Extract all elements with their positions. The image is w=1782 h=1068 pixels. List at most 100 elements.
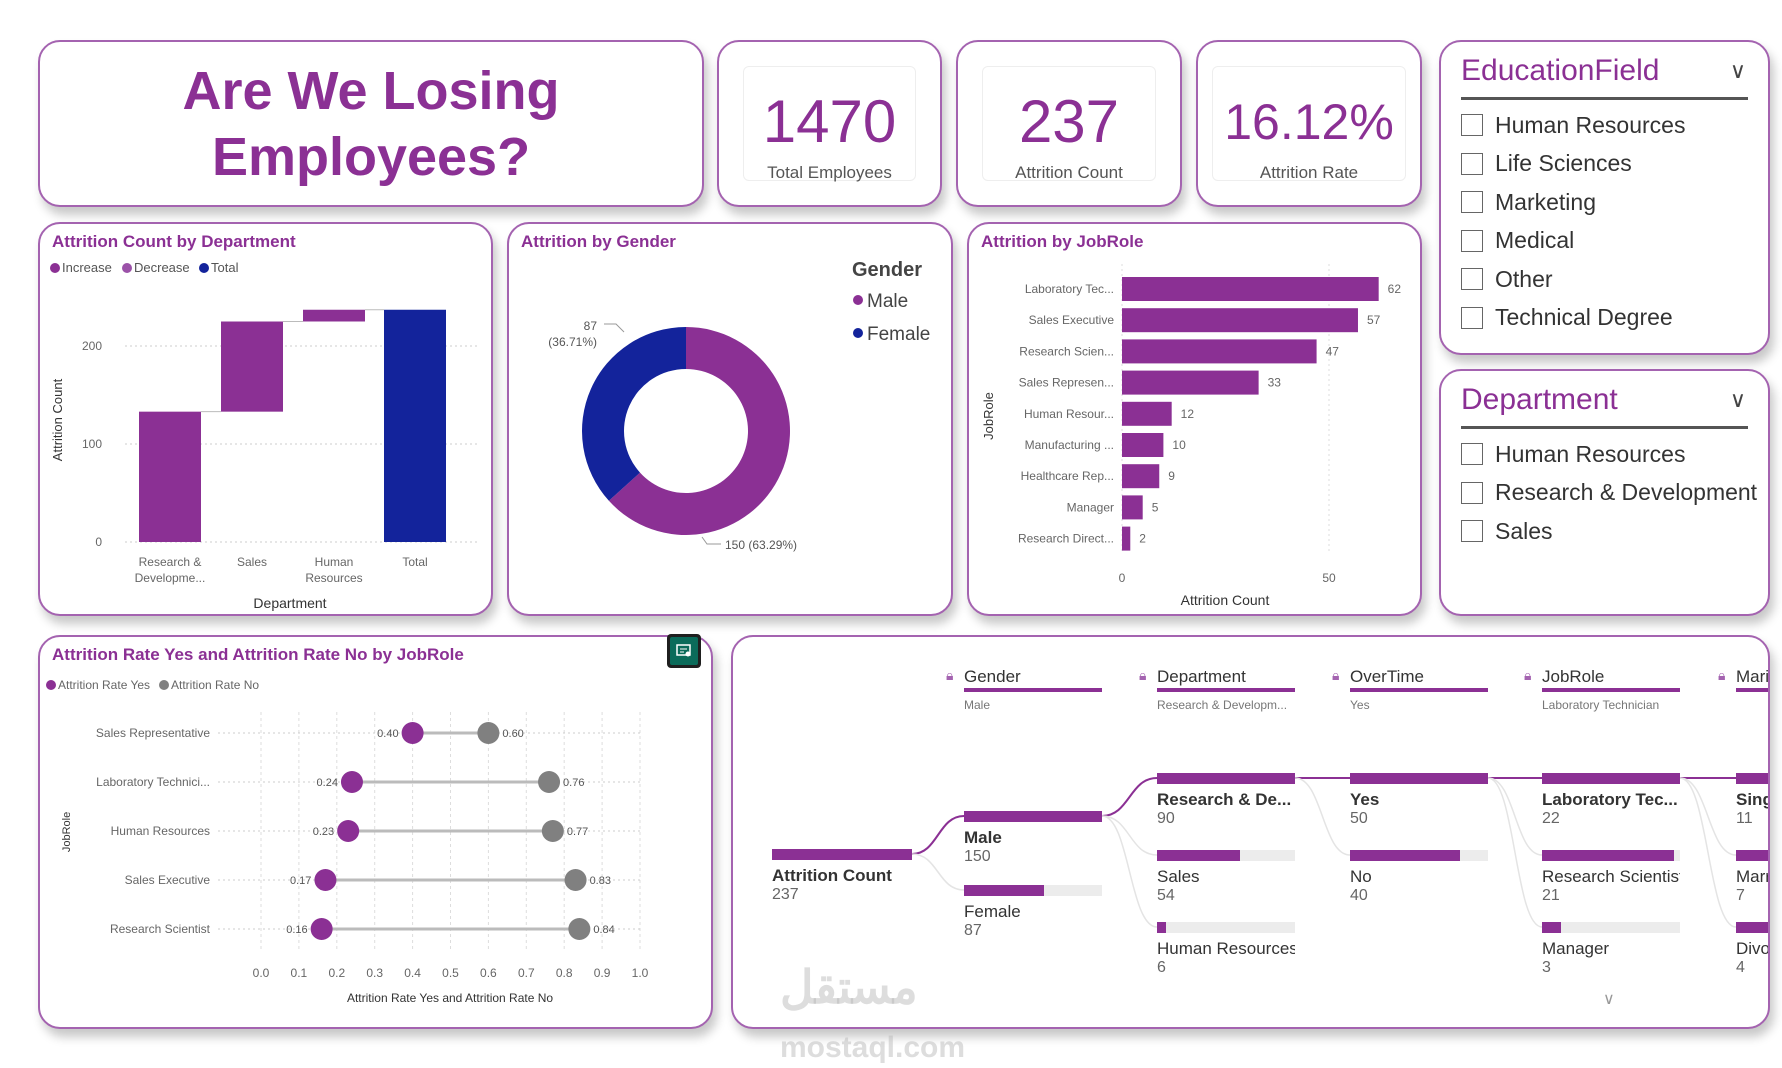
- level-header-overtime[interactable]: 🔒︎ OverTime Yes: [1332, 667, 1488, 712]
- tree-root-node[interactable]: Attrition Count 237: [772, 849, 912, 904]
- checkbox[interactable]: [1461, 481, 1483, 504]
- data-label: 33: [1268, 376, 1282, 390]
- chevron-down-icon[interactable]: ∨: [1729, 387, 1746, 412]
- node-label: Attrition Count: [772, 866, 892, 885]
- tree-connector: [1679, 777, 1737, 856]
- point-attrition-yes: [337, 820, 360, 842]
- legend-label: Increase: [62, 260, 112, 275]
- checkbox[interactable]: [1461, 268, 1483, 291]
- y-tick-label: Sales Representative: [96, 726, 210, 740]
- tree-node[interactable]: Yes 50: [1350, 773, 1488, 828]
- tree-node[interactable]: No 40: [1350, 850, 1488, 905]
- bar: [1122, 464, 1160, 489]
- data-label: 10: [1172, 438, 1186, 452]
- level-header-jobrole[interactable]: 🔒︎ JobRole Laboratory Technician: [1524, 667, 1680, 712]
- level-header-maritalstatus[interactable]: 🔒︎ MaritalStatus: [1718, 667, 1768, 698]
- data-label: 0.16: [286, 924, 307, 936]
- x-tick-label: 0.8: [556, 966, 573, 980]
- x-tick-label: 0.1: [291, 966, 308, 980]
- chevron-down-icon[interactable]: ∨: [1729, 58, 1746, 83]
- tree-node[interactable]: Single11: [1736, 773, 1768, 828]
- x-tick-label: Sales: [237, 555, 267, 569]
- tree-node[interactable]: Manager 3: [1542, 922, 1680, 977]
- page-title: Are We Losing Employees?: [182, 60, 560, 187]
- checkbox[interactable]: [1461, 306, 1483, 329]
- x-tick-label: 0.3: [366, 966, 383, 980]
- tree-connector: [1101, 815, 1158, 928]
- legend-label: Male: [867, 291, 908, 312]
- node-label: Single: [1736, 790, 1768, 809]
- y-tick-label: 100: [82, 437, 102, 451]
- y-tick-label: 0: [95, 535, 102, 549]
- checkbox[interactable]: [1461, 520, 1483, 543]
- donut-slice-male: [608, 327, 790, 535]
- level-header-label: JobRole: [1542, 667, 1680, 692]
- checkbox[interactable]: [1461, 191, 1483, 214]
- waterfall-bar: [384, 309, 446, 542]
- node-value: 237: [772, 886, 799, 903]
- slicer-item-label: Technical Degree: [1495, 304, 1673, 331]
- donut-chart: 150 (63.29%) 87 (36.71%) Gender Male Female: [548, 259, 930, 552]
- tree-node[interactable]: Human Resources 6: [1157, 922, 1295, 977]
- legend-marker: [46, 680, 56, 690]
- x-tick-label: 0.0: [253, 966, 270, 980]
- node-label: Human Resources: [1157, 939, 1295, 958]
- legend-label: Attrition Rate No: [171, 678, 259, 692]
- node-value: 22: [1542, 810, 1560, 827]
- tree-connector: [1679, 777, 1737, 928]
- gender-card: Attrition by Gender 150 (63.29%) 87 (36.71…: [507, 222, 953, 616]
- checkbox[interactable]: [1461, 229, 1483, 252]
- node-value: 90: [1157, 810, 1175, 827]
- tree-node[interactable]: Research Scientist 21: [1542, 850, 1680, 905]
- lock-icon: 🔒︎: [1139, 667, 1147, 683]
- level-selected-value: Yes: [1350, 698, 1370, 712]
- slicer-item[interactable]: Other: [1461, 260, 1685, 299]
- tree-node[interactable]: Male 150: [964, 811, 1102, 866]
- node-label: Divorced: [1736, 939, 1768, 958]
- bar: [1122, 339, 1317, 364]
- tree-node[interactable]: Married7: [1736, 850, 1768, 905]
- slicer-item[interactable]: Sales: [1461, 512, 1757, 551]
- watermark: مستقل mostaql.com: [780, 961, 966, 1064]
- tree-node[interactable]: Divorced4: [1736, 922, 1768, 977]
- slicer-item[interactable]: Human Resources: [1461, 106, 1685, 145]
- x-tick-label: Developme...: [135, 571, 206, 585]
- data-label: 57: [1367, 313, 1381, 327]
- level-header-gender[interactable]: 🔒︎ Gender Male: [946, 667, 1102, 712]
- smart-narrative-button[interactable]: [667, 634, 701, 668]
- donut-slice-female: [582, 327, 686, 501]
- department-slicer: Department ∨ Human Resources Research & De…: [1439, 369, 1770, 616]
- y-axis-title: Attrition Count: [50, 378, 65, 461]
- checkbox[interactable]: [1461, 114, 1483, 137]
- tree-node[interactable]: Sales 54: [1157, 850, 1295, 905]
- point-attrition-no: [477, 722, 500, 744]
- tree-node[interactable]: Female 87: [964, 885, 1102, 940]
- level-selected-value: Male: [964, 698, 991, 712]
- y-tick-label: Research Direct...: [1018, 532, 1114, 546]
- leader-line: [604, 323, 625, 333]
- y-tick-label: Laboratory Technici...: [96, 775, 210, 789]
- slicer-item[interactable]: Life Sciences: [1461, 145, 1685, 184]
- slicer-item[interactable]: Technical Degree: [1461, 299, 1685, 338]
- chevron-down-icon[interactable]: ∨: [1603, 991, 1615, 1008]
- chart-title: Attrition by Gender: [521, 232, 676, 251]
- bar: [1122, 495, 1143, 520]
- kpi-attrition-count: 237 Attrition Count: [956, 40, 1182, 207]
- slicer-item[interactable]: Human Resources: [1461, 435, 1757, 474]
- checkbox[interactable]: [1461, 152, 1483, 175]
- tree-connectors: [911, 777, 1737, 928]
- data-label: 0.17: [290, 875, 311, 887]
- y-tick-label: Manager: [1067, 500, 1114, 514]
- slicer-item[interactable]: Marketing: [1461, 183, 1685, 222]
- tree-node[interactable]: Laboratory Tec... 22: [1542, 773, 1680, 828]
- x-axis-title: Department: [253, 595, 326, 611]
- level-header-department[interactable]: 🔒︎ Department Research & Developm...: [1139, 667, 1295, 712]
- chart-title: Attrition Rate Yes and Attrition Rate No…: [52, 645, 464, 664]
- legend-marker: [853, 328, 863, 338]
- slicer-item[interactable]: Research & Development: [1461, 474, 1757, 513]
- checkbox[interactable]: [1461, 443, 1483, 466]
- y-tick-label: Human Resour...: [1024, 407, 1114, 421]
- slicer-item-label: Research & Development: [1495, 479, 1758, 506]
- slicer-item[interactable]: Medical: [1461, 222, 1685, 261]
- tree-node[interactable]: Research & De... 90: [1157, 773, 1295, 828]
